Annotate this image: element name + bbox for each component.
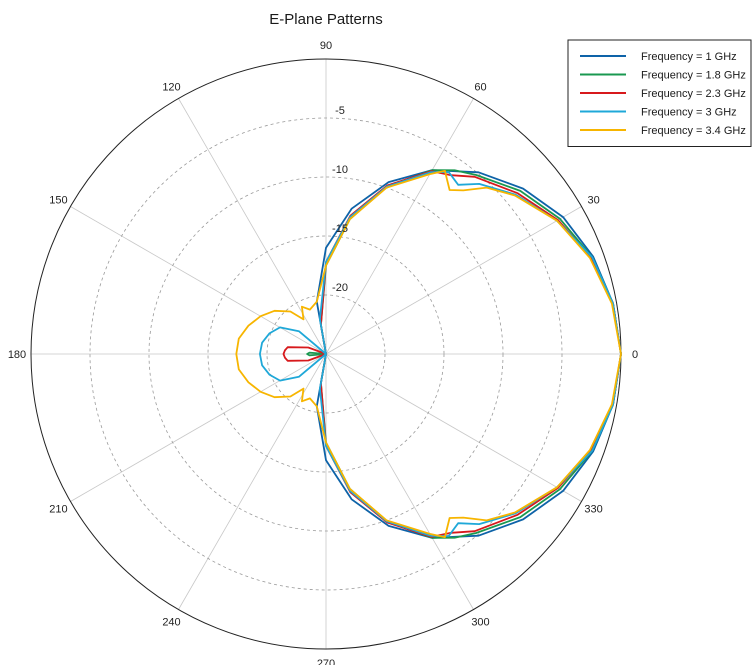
angle-tick-label-210: 210 <box>49 504 67 516</box>
series-line-5 <box>235 170 622 538</box>
grid-ring--5 <box>89 117 563 591</box>
spoke-150 <box>70 206 327 355</box>
angle-tick-label-180: 180 <box>8 349 26 361</box>
angle-tick-label-150: 150 <box>49 195 67 207</box>
angle-tick-label-30: 30 <box>587 195 599 207</box>
angle-tick-label-300: 300 <box>471 617 489 629</box>
polar-grid <box>30 58 622 650</box>
angle-tick-label-330: 330 <box>584 504 602 516</box>
legend-label-4: Frequency = 3 GHz <box>641 107 737 119</box>
chart-title: E-Plane Patterns <box>269 11 382 28</box>
tick-labels: 0 30 60 90 120 150 180 210 240 270 300 330 -5 -10 -15 -… <box>8 40 638 665</box>
grid-ring--10 <box>148 176 504 532</box>
spoke-330 <box>325 353 582 502</box>
grid-ring--15 <box>207 235 445 473</box>
angle-tick-label-60: 60 <box>474 81 486 93</box>
grid-ring--20 <box>266 294 386 414</box>
legend-label-5: Frequency = 3.4 GHz <box>641 125 746 137</box>
radial-tick-label--5: -5 <box>335 105 345 117</box>
spoke-120 <box>178 98 327 355</box>
spoke-30 <box>325 206 582 355</box>
legend-label-1: Frequency = 1 GHz <box>641 51 737 63</box>
spoke-240 <box>178 353 327 610</box>
radial-tick-label--15: -15 <box>332 223 348 235</box>
angle-tick-label-90: 90 <box>320 40 332 52</box>
legend: Frequency = 1 GHz Frequency = 1.8 GHz Freq… <box>567 39 752 147</box>
series-line-2 <box>306 169 622 539</box>
angle-tick-label-120: 120 <box>162 81 180 93</box>
series-line-4 <box>259 171 622 537</box>
radial-tick-label--20: -20 <box>332 282 348 294</box>
spoke-210 <box>70 353 327 502</box>
legend-label-2: Frequency = 1.8 GHz <box>641 70 746 82</box>
radial-tick-label--10: -10 <box>332 164 348 176</box>
angle-tick-label-240: 240 <box>162 617 180 629</box>
legend-label-3: Frequency = 2.3 GHz <box>641 88 746 100</box>
series-line-3 <box>282 170 622 538</box>
angle-tick-label-0: 0 <box>632 349 638 361</box>
legend-box <box>567 39 752 147</box>
spoke-300 <box>325 353 474 610</box>
spoke-60 <box>325 98 474 355</box>
series-layer <box>235 169 622 539</box>
angle-tick-label-270: 270 <box>317 658 335 665</box>
